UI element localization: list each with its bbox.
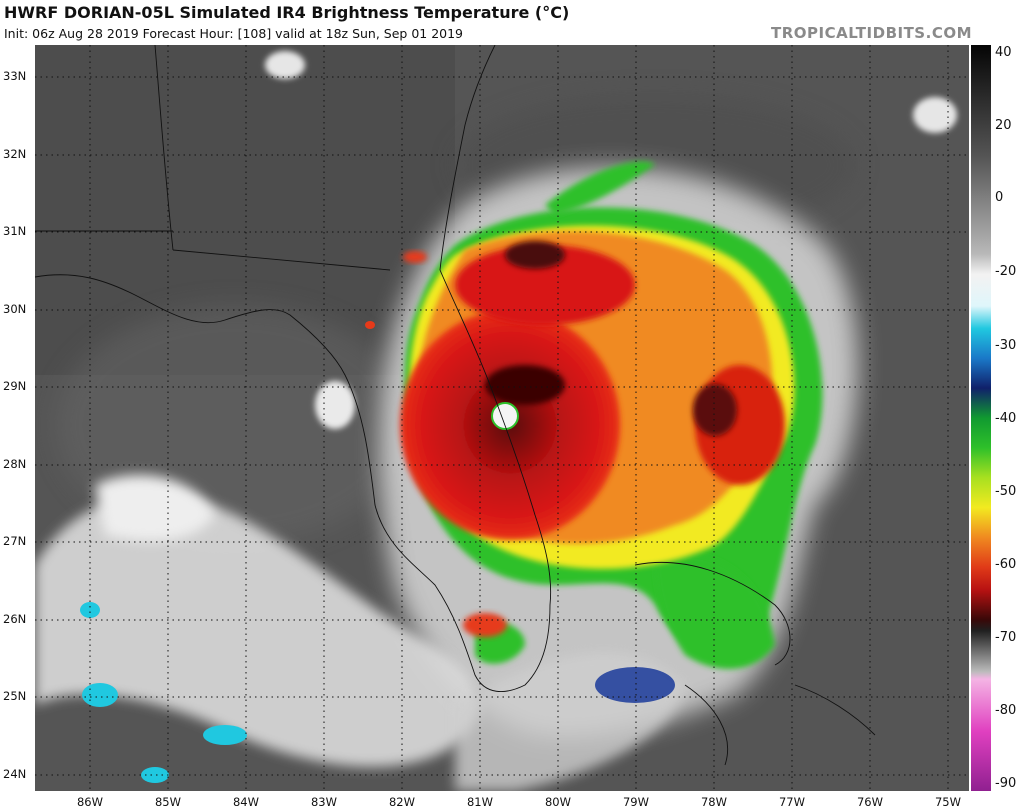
spiral-band-east <box>655 553 775 669</box>
lon-label-85w: 85W <box>154 795 181 809</box>
lon-label-79w: 79W <box>622 795 649 809</box>
colorbar-tick: -70 <box>995 630 1017 645</box>
cold-cloud-blob <box>82 683 118 707</box>
brand-watermark: TROPICALTIDBITS.COM <box>771 24 972 42</box>
lat-label-27n: 27N <box>3 534 27 548</box>
red-shield <box>455 245 635 325</box>
lon-label-75w: 75W <box>934 795 961 809</box>
cold-cloud-blob <box>203 725 247 745</box>
cold-cloud-blob <box>141 767 169 783</box>
lat-label-30n: 30N <box>3 302 27 316</box>
eyewall-ring <box>491 402 519 430</box>
lon-label-76w: 76W <box>856 795 883 809</box>
colorbar-tick: -60 <box>995 557 1017 572</box>
cloud-patch <box>315 381 355 429</box>
colorbar-tick: -90 <box>995 776 1017 791</box>
hurricane-eye <box>492 403 518 429</box>
convective-cell <box>403 251 427 263</box>
lon-label-82w: 82W <box>388 795 415 809</box>
colorbar-tick: 20 <box>995 118 1012 133</box>
grid-lines <box>35 45 969 791</box>
colorbar-tick: 40 <box>995 45 1012 60</box>
spiral-band-north <box>545 161 655 215</box>
convective-cell <box>463 613 507 637</box>
colorbar-tick: -50 <box>995 484 1017 499</box>
cloud-patch <box>913 97 957 133</box>
colorbar-tick: -80 <box>995 703 1017 718</box>
lat-label-32n: 32N <box>3 147 27 161</box>
lon-label-77w: 77W <box>778 795 805 809</box>
chart-title: HWRF DORIAN-05L Simulated IR4 Brightness… <box>4 3 570 22</box>
lat-label-25n: 25N <box>3 689 27 703</box>
colorbar-tick: 0 <box>995 190 1004 205</box>
sw-cloud-band <box>95 475 215 541</box>
dark-core <box>505 241 565 269</box>
temperature-colorbar <box>971 45 991 791</box>
lon-label-86w: 86W <box>76 795 103 809</box>
lat-label-33n: 33N <box>3 69 27 83</box>
lon-label-81w: 81W <box>466 795 493 809</box>
dark-core <box>485 365 565 405</box>
ir-imagery <box>35 45 969 791</box>
coastlines <box>35 45 876 766</box>
colorbar-tick: -30 <box>995 338 1017 353</box>
satellite-map <box>35 45 969 791</box>
lon-label-84w: 84W <box>232 795 259 809</box>
lat-label-26n: 26N <box>3 612 27 626</box>
chart-subtitle: Init: 06z Aug 28 2019 Forecast Hour: [10… <box>4 26 464 41</box>
sw-cloud-band <box>35 494 481 767</box>
lat-label-24n: 24N <box>3 767 27 781</box>
lat-label-29n: 29N <box>3 379 27 393</box>
cold-cloud-blob <box>595 667 675 703</box>
lon-label-80w: 80W <box>544 795 571 809</box>
cold-cloud-blob <box>80 602 100 618</box>
lat-label-31n: 31N <box>3 224 27 238</box>
dark-core <box>693 384 737 436</box>
colorbar-tick: -40 <box>995 411 1017 426</box>
lat-label-28n: 28N <box>3 457 27 471</box>
lon-label-78w: 78W <box>700 795 727 809</box>
cloud-patch <box>265 51 305 79</box>
colorbar-tick: -20 <box>995 264 1017 279</box>
lon-label-83w: 83W <box>310 795 337 809</box>
convective-cell <box>365 321 375 329</box>
